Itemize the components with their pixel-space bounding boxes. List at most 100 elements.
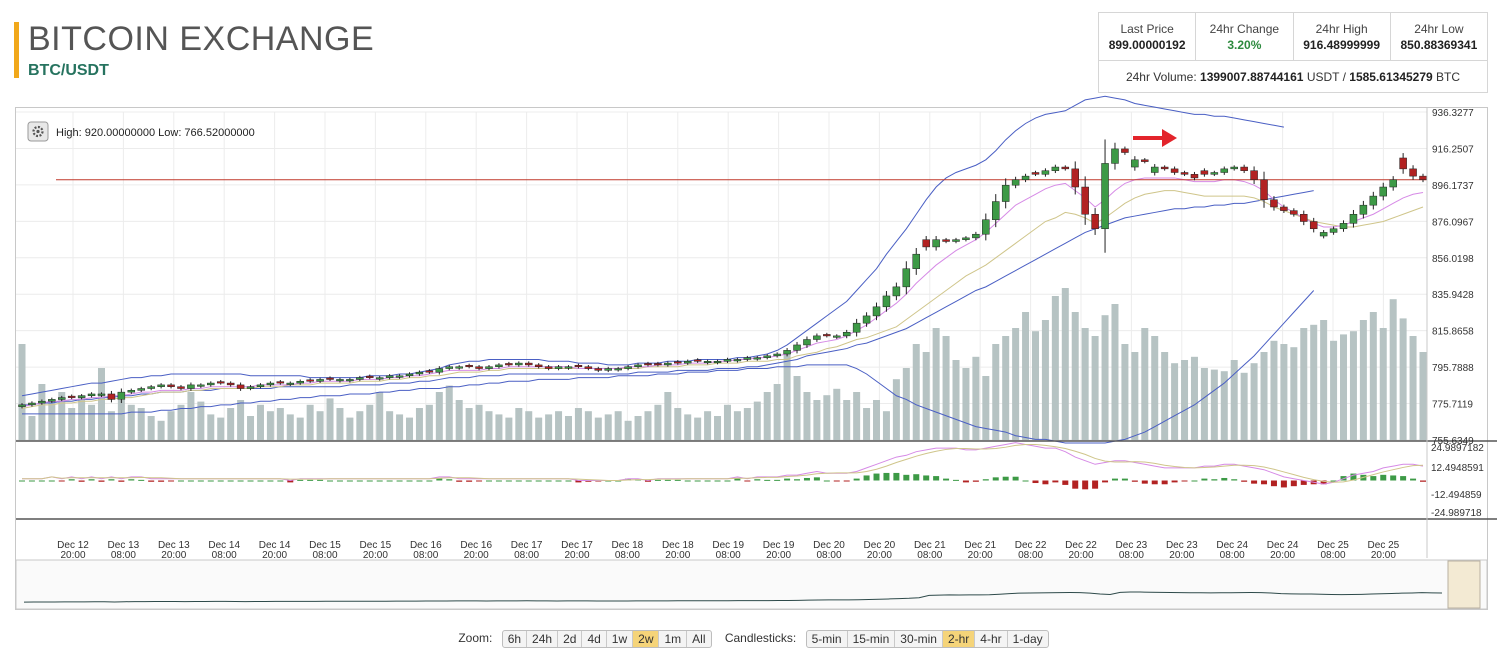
volume-bar <box>237 400 245 440</box>
zoom-button[interactable]: 4d <box>582 631 607 647</box>
candle-button[interactable]: 15-min <box>848 631 896 647</box>
candle-body <box>1041 170 1050 175</box>
macd-histogram-bar <box>376 480 383 482</box>
macd-histogram-bar <box>1092 480 1099 489</box>
time-tick-hour: 08:00 <box>1018 550 1043 561</box>
candle-body <box>28 402 36 406</box>
time-tick-hour: 20:00 <box>363 550 388 561</box>
candle-body <box>177 386 185 389</box>
macd-histogram-bar <box>1131 480 1138 482</box>
volume-bar <box>286 414 294 440</box>
candle-body <box>773 353 781 357</box>
candle-button[interactable]: 2-hr <box>942 631 976 647</box>
macd-histogram-bar <box>1380 474 1387 481</box>
volume-bar <box>48 400 56 440</box>
macd-histogram-bar <box>704 480 711 482</box>
candle-body <box>1031 172 1040 175</box>
candle-body <box>475 366 483 369</box>
candle-body <box>276 381 285 384</box>
time-tick-hour: 20:00 <box>665 550 690 561</box>
candle-button[interactable]: 30-min <box>895 631 943 647</box>
time-tick-date: Dec 18 <box>612 540 644 551</box>
volume-bar <box>1320 320 1328 440</box>
volume-bar <box>475 404 483 440</box>
candle-body <box>862 315 871 324</box>
candle-body <box>753 357 762 360</box>
macd-histogram-bar <box>187 480 194 482</box>
candle-button[interactable]: 4-hr <box>975 631 1008 647</box>
volume-usdt: 1399007.88744161 <box>1200 70 1304 84</box>
volume-bar <box>187 392 195 440</box>
candle-body <box>505 363 513 366</box>
zoom-button[interactable]: 2w <box>633 631 660 647</box>
macd-histogram-bar <box>366 480 373 482</box>
time-tick-hour: 08:00 <box>312 550 337 561</box>
volume-bar <box>1340 334 1348 440</box>
macd-histogram-bar <box>297 479 304 481</box>
zoom-button[interactable]: 24h <box>527 631 559 647</box>
volume-row: 24hr Volume: 1399007.88744161 USDT / 158… <box>1099 61 1487 84</box>
candle-body <box>57 397 66 400</box>
time-tick-hour: 08:00 <box>1220 550 1245 561</box>
macd-histogram-bar <box>813 477 820 481</box>
gear-icon[interactable] <box>32 125 44 138</box>
macd-histogram-bar <box>684 480 691 482</box>
candle-body <box>803 339 811 346</box>
volume-bar <box>594 417 602 440</box>
volume-bar <box>1260 352 1268 440</box>
zoom-button[interactable]: 2d <box>558 631 583 647</box>
high-low-readout: High: 920.00000000 Low: 766.52000000 <box>56 127 255 139</box>
volume-bar <box>674 408 682 440</box>
candle-body <box>236 384 245 389</box>
stat-label: 24hr Change <box>1209 22 1280 36</box>
macd-histogram-bar <box>495 480 502 482</box>
candle-body <box>1150 166 1159 173</box>
macd-histogram-bar <box>883 472 890 481</box>
macd-histogram-bar <box>565 480 572 482</box>
candle-body <box>435 368 444 373</box>
candle-button[interactable]: 1-day <box>1012 632 1043 646</box>
zoom-button[interactable]: 1m <box>659 631 688 647</box>
macd-histogram-bar <box>754 479 761 481</box>
volume-bar <box>972 356 980 440</box>
macd-histogram-bar <box>992 477 999 481</box>
macd-histogram-bar <box>48 480 55 482</box>
macd-histogram-bar <box>98 480 105 482</box>
volume-bar <box>574 408 582 440</box>
candle-body <box>564 366 573 369</box>
candle-body <box>1290 210 1298 215</box>
volume-bar <box>1290 347 1298 440</box>
zoom-button[interactable]: 1w <box>607 631 634 647</box>
price-chart[interactable]: 936.3277 916.2507 896.1737 876.0967 856.0198… <box>0 0 1497 620</box>
volume-bar <box>644 411 652 440</box>
settings-button[interactable] <box>27 121 49 142</box>
candle-body <box>147 386 155 389</box>
navigator-selection <box>1447 560 1481 609</box>
volume-bar <box>714 416 722 440</box>
macd-histogram-bar <box>247 480 254 482</box>
volume-bar <box>1349 331 1357 440</box>
candle-body <box>1389 179 1397 188</box>
zoom-button[interactable]: All <box>692 632 706 646</box>
volume-bar <box>376 392 384 440</box>
zoom-button[interactable]: 6h <box>503 631 528 647</box>
stat-label: 24hr Low <box>1414 22 1464 36</box>
time-tick-hour: 08:00 <box>615 550 640 561</box>
candle-body <box>743 357 752 360</box>
macd-histogram-bar <box>893 472 900 481</box>
stat-label: 24hr High <box>1315 22 1368 36</box>
volume-bar <box>743 408 751 440</box>
candle-button[interactable]: 5-min <box>807 631 848 647</box>
macd-histogram-bar <box>1241 480 1248 482</box>
macd-histogram-bar <box>1151 480 1158 485</box>
volume-bar <box>1101 315 1109 440</box>
volume-bar <box>1369 312 1377 440</box>
candle-body <box>445 366 454 369</box>
candle-body <box>713 361 722 364</box>
volume-bar <box>1210 369 1218 440</box>
volume-bar <box>902 368 910 440</box>
price-tick-label: 795.7888 <box>1432 363 1474 374</box>
macd-histogram-bar <box>972 480 979 482</box>
candle-body <box>1270 199 1278 208</box>
volume-label: 24hr Volume: <box>1125 70 1197 84</box>
